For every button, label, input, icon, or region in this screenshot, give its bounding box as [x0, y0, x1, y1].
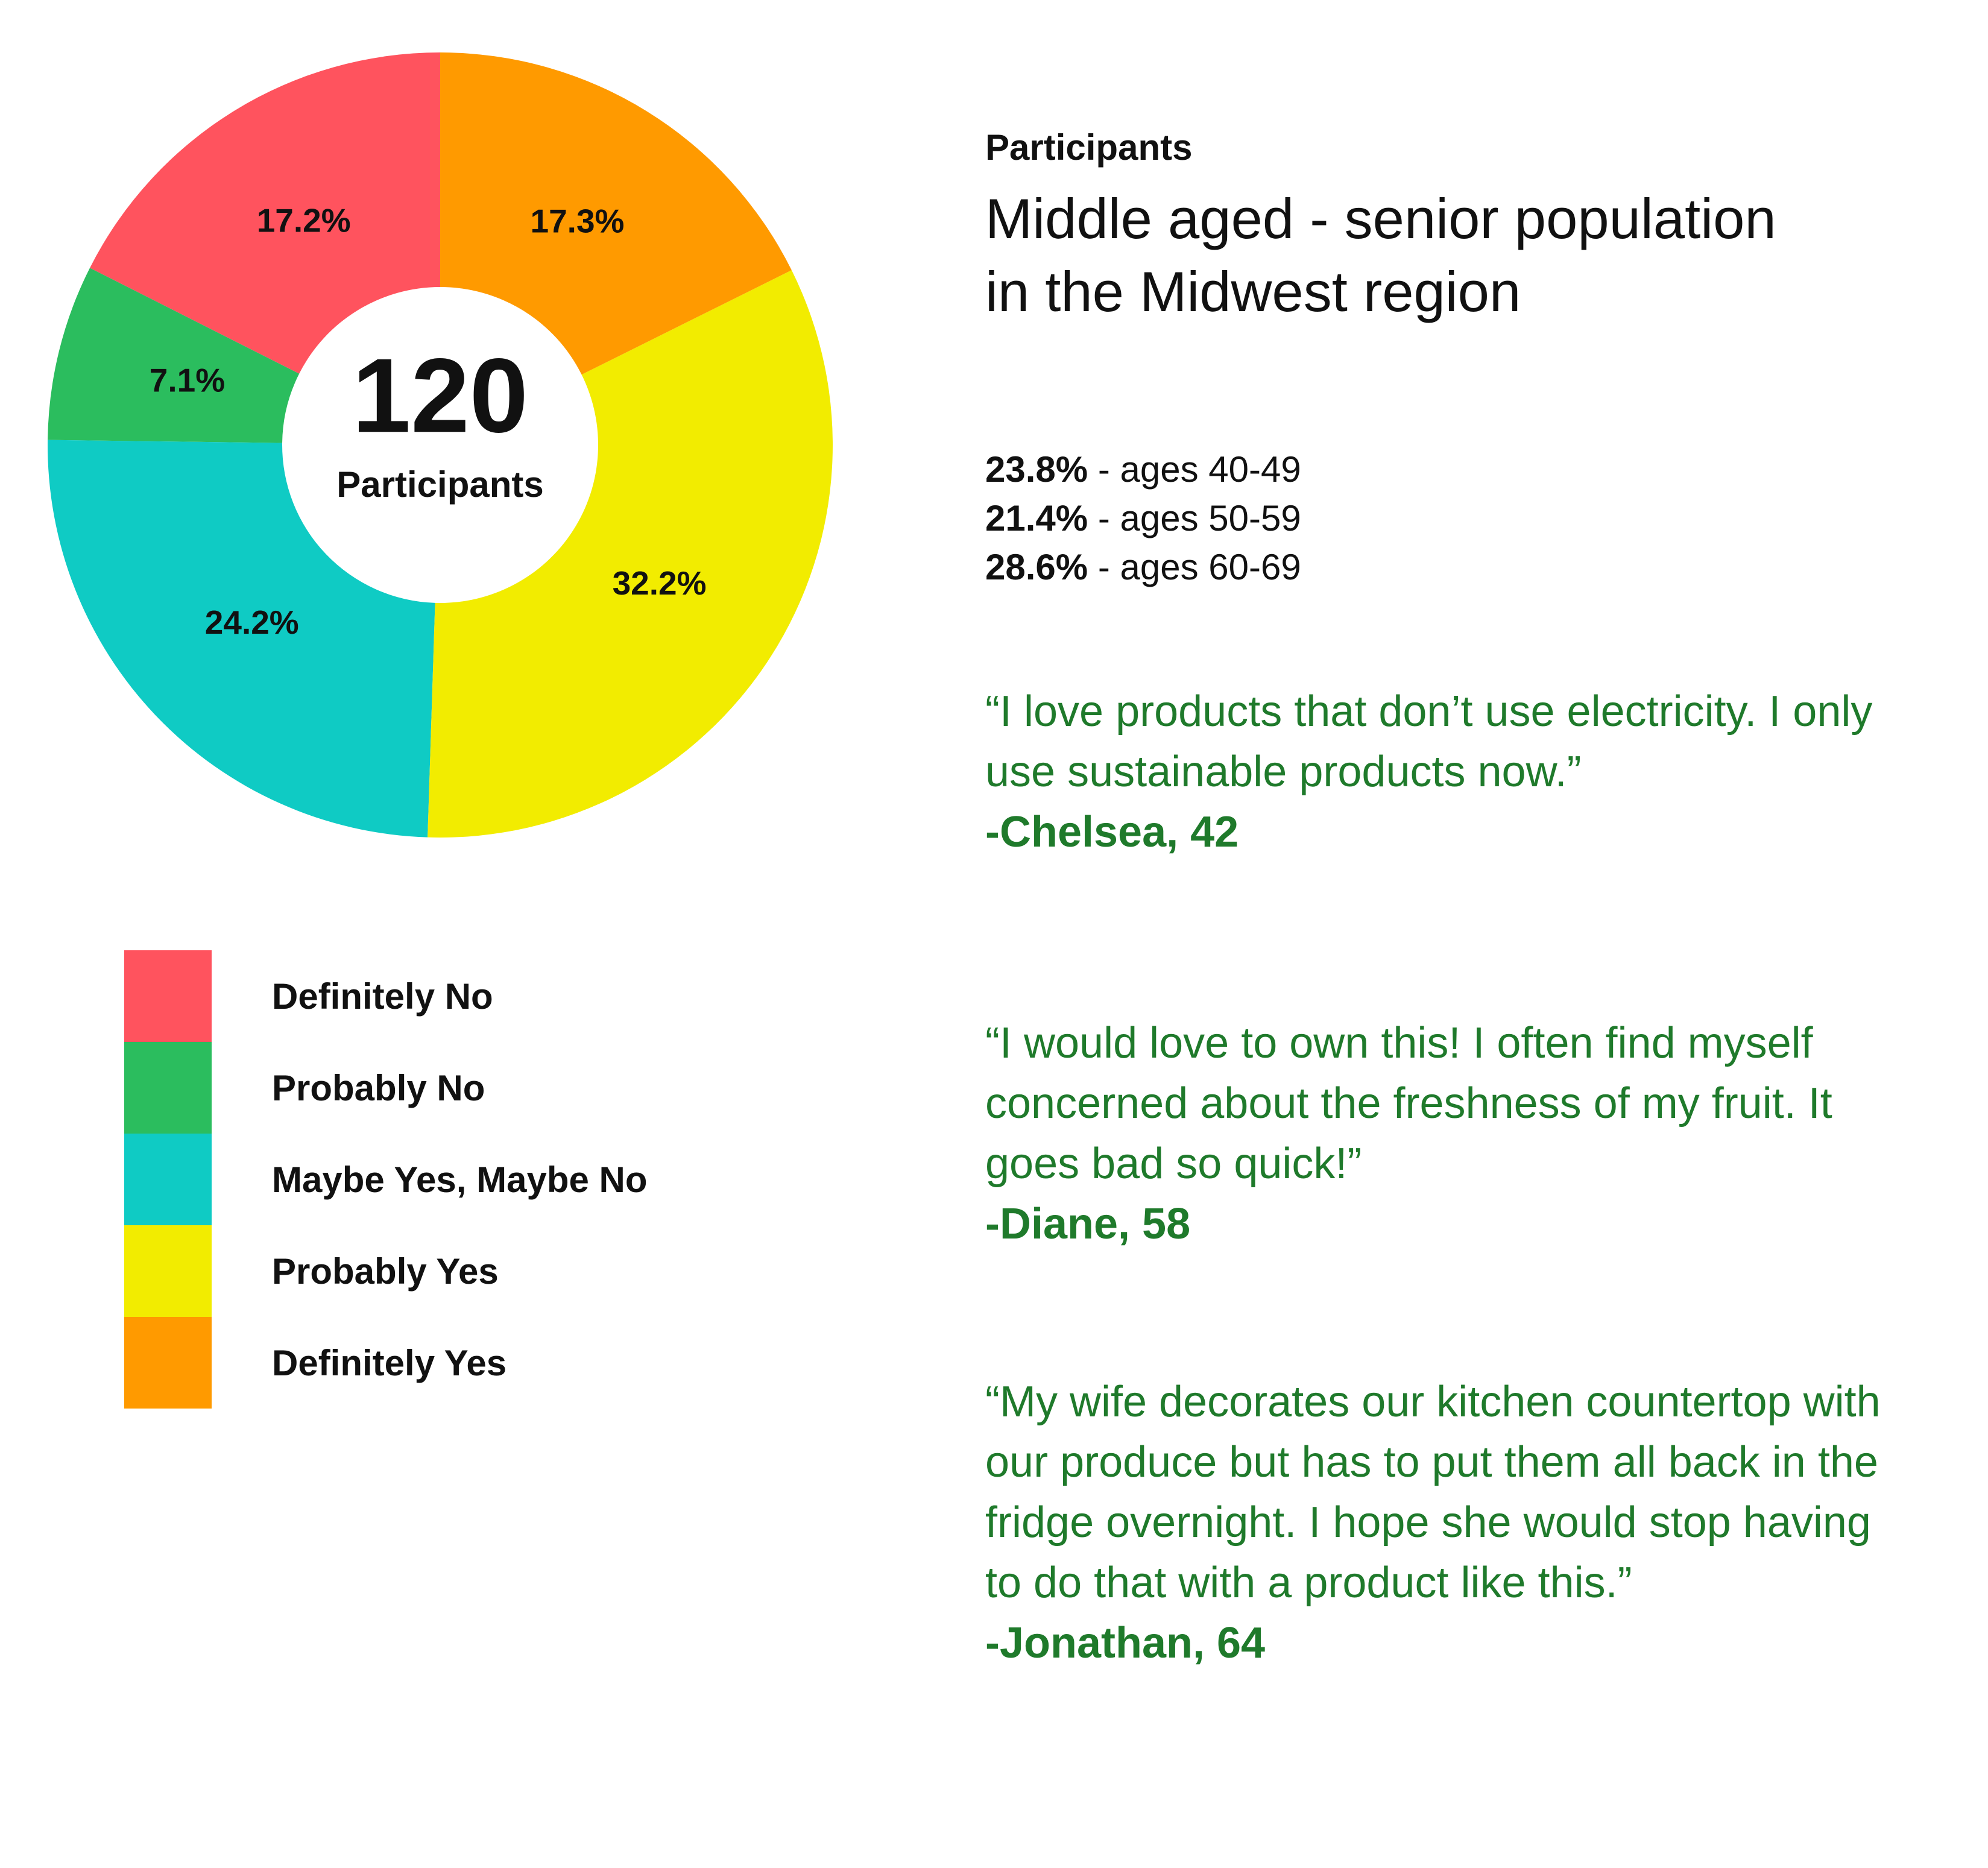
- legend-item: Maybe Yes, Maybe No: [124, 1134, 648, 1225]
- donut-slice: [48, 268, 300, 443]
- slice-label: 17.2%: [257, 202, 351, 239]
- slice-label: 17.3%: [531, 202, 625, 239]
- legend-item: Definitely Yes: [124, 1317, 648, 1409]
- quote-text: “I would love to own this! I often find …: [985, 1019, 1832, 1188]
- quote: “I would love to own this! I often find …: [985, 1013, 1908, 1254]
- quote-author: -Jonathan, 64: [985, 1619, 1266, 1667]
- donut-slice: [440, 52, 792, 375]
- legend-swatch: [124, 1317, 212, 1409]
- legend-swatch: [124, 950, 212, 1042]
- legend-label: Definitely Yes: [272, 1342, 507, 1383]
- donut-slice: [90, 52, 440, 374]
- age-range: - ages 60-69: [1097, 547, 1301, 587]
- center-label: Participants: [336, 464, 543, 505]
- legend-item: Probably Yes: [124, 1225, 648, 1317]
- slice-label: 24.2%: [205, 604, 299, 641]
- legend-swatch: [124, 1134, 212, 1225]
- quote-text: “My wife decorates our kitchen counterto…: [985, 1378, 1881, 1607]
- legend-item: Definitely No: [124, 950, 648, 1042]
- section-title: Middle aged - senior population in the M…: [985, 187, 1776, 323]
- legend-label: Definitely No: [272, 976, 493, 1017]
- donut-slice: [428, 270, 833, 838]
- section-heading: Participants: [985, 127, 1193, 168]
- quote-author: -Diane, 58: [985, 1200, 1191, 1248]
- quote-text: “I love products that don’t use electric…: [985, 687, 1873, 796]
- legend-label: Probably No: [272, 1067, 485, 1108]
- age-groups: 23.8% - ages 40-49 21.4% - ages 50-59 28.6…: [985, 445, 1926, 592]
- age-range: - ages 50-59: [1097, 498, 1301, 538]
- legend: Definitely No Probably No Maybe Yes, Maybe…: [124, 950, 648, 1409]
- center-value: 120: [352, 337, 528, 455]
- slice-label: 32.2%: [613, 564, 707, 602]
- age-share: 21.4%: [985, 498, 1088, 538]
- legend-swatch: [124, 1042, 212, 1134]
- slice-label: 7.1%: [150, 362, 225, 399]
- quote: “My wife decorates our kitchen counterto…: [985, 1372, 1908, 1673]
- donut-slice: [48, 440, 435, 838]
- age-group: 23.8% - ages 40-49: [985, 445, 1926, 494]
- age-share: 28.6%: [985, 547, 1088, 587]
- legend-label: Maybe Yes, Maybe No: [272, 1159, 648, 1200]
- legend-swatch: [124, 1225, 212, 1317]
- legend-label: Probably Yes: [272, 1251, 499, 1292]
- age-range: - ages 40-49: [1097, 449, 1301, 490]
- age-group: 21.4% - ages 50-59: [985, 494, 1926, 543]
- quote-author: -Chelsea, 42: [985, 808, 1239, 856]
- donut-chart: 17.2% 7.1% 24.2% 32.2% 17.3% 120 Participants: [48, 52, 833, 838]
- age-group: 28.6% - ages 60-69: [985, 543, 1926, 592]
- age-share: 23.8%: [985, 449, 1088, 490]
- legend-item: Probably No: [124, 1042, 648, 1134]
- quote: “I love products that don’t use electric…: [985, 681, 1908, 862]
